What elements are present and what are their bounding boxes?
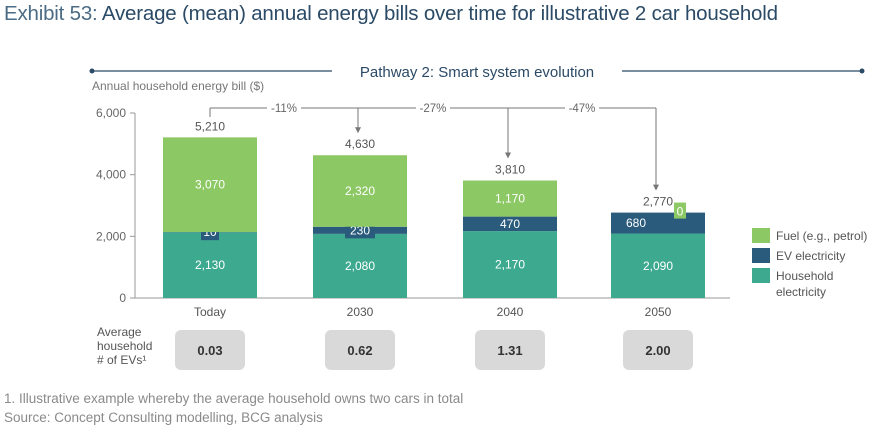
change-label-bg [416, 101, 450, 115]
arrow-down-icon [653, 184, 659, 191]
ev-count: 0.03 [197, 343, 222, 358]
data-label: 2,170 [495, 258, 525, 272]
y-tick-label: 4,000 [96, 168, 126, 182]
data-label: 1,170 [495, 192, 525, 206]
bar-segment-fuel-e-g-petrol- [163, 137, 257, 233]
y-tick-label: 0 [119, 291, 126, 305]
ev-row-label: household [97, 339, 152, 353]
category-label: 2040 [497, 305, 524, 319]
data-label: 230 [350, 223, 370, 237]
data-label: 2,090 [643, 259, 673, 273]
total-label: 4,630 [345, 137, 375, 151]
legend-swatch [752, 248, 770, 263]
header-dot-right [859, 68, 865, 74]
data-label: 2,320 [345, 184, 375, 198]
bar-segment-household-electricity [163, 232, 257, 298]
data-label: 680 [626, 216, 646, 230]
y-tick-label: 2,000 [96, 229, 126, 243]
legend-label: electricity [776, 285, 826, 299]
fuel-zero-box [674, 202, 686, 219]
category-label: 2050 [645, 305, 672, 319]
title-text: Average (mean) annual energy bills over … [101, 2, 778, 25]
ev-count: 0.62 [347, 343, 372, 358]
source: Source: Concept Consulting modelling, BC… [4, 410, 323, 425]
ev-count-box [175, 330, 245, 370]
category-label: Today [194, 305, 226, 319]
legend-label: EV electricity [776, 249, 845, 263]
ev-label-box [345, 223, 375, 239]
change-label: -47% [569, 103, 596, 115]
ev-count-box [475, 330, 545, 370]
ev-count: 1.31 [497, 343, 522, 358]
legend-swatch [752, 268, 770, 283]
header-dot-left [89, 68, 95, 74]
bar-segment-household-electricity [463, 231, 557, 298]
total-label: 2,770 [643, 195, 673, 209]
legend-swatch [752, 228, 770, 243]
bar-segment-household-electricity [611, 233, 705, 298]
arrow-down-icon [505, 152, 511, 159]
ev-count-box [325, 330, 395, 370]
data-label: 2,130 [195, 258, 225, 272]
data-label: 470 [500, 217, 520, 231]
legend-label: Household [776, 269, 833, 283]
change-label: -11% [271, 103, 297, 115]
bar-segment-ev-electricity [463, 216, 557, 232]
data-label: 3,070 [195, 178, 225, 192]
total-label: 3,810 [495, 163, 525, 177]
ev-count-box [623, 330, 693, 370]
arrow-down-icon [355, 127, 361, 134]
bar-segment-fuel-e-g-petrol- [463, 180, 557, 217]
footnote: 1. Illustrative example whereby the aver… [4, 391, 464, 406]
exhibit-number: Exhibit 53: [4, 2, 98, 25]
change-label-bg [565, 101, 599, 115]
y-axis-label: Annual household energy bill ($) [92, 79, 264, 93]
legend-label: Fuel (e.g., petrol) [776, 229, 867, 243]
exhibit-title: Exhibit 53: Average (mean) annual energy… [4, 2, 778, 26]
change-label-bg [267, 101, 301, 115]
bar-segment-household-electricity [313, 233, 407, 298]
ev-count: 2.00 [645, 343, 670, 358]
category-label: 2030 [347, 305, 374, 319]
change-label: -27% [420, 103, 447, 115]
data-label: 0 [677, 205, 684, 219]
ev-row-label: # of EVs¹ [97, 353, 146, 367]
y-tick-label: 6,000 [96, 106, 126, 120]
data-label: 2,080 [345, 259, 375, 273]
ev-row-label: Average [97, 325, 142, 339]
chart-title: Pathway 2: Smart system evolution [360, 64, 594, 81]
total-label: 5,210 [195, 119, 225, 133]
bar-segment-fuel-e-g-petrol- [313, 155, 407, 227]
